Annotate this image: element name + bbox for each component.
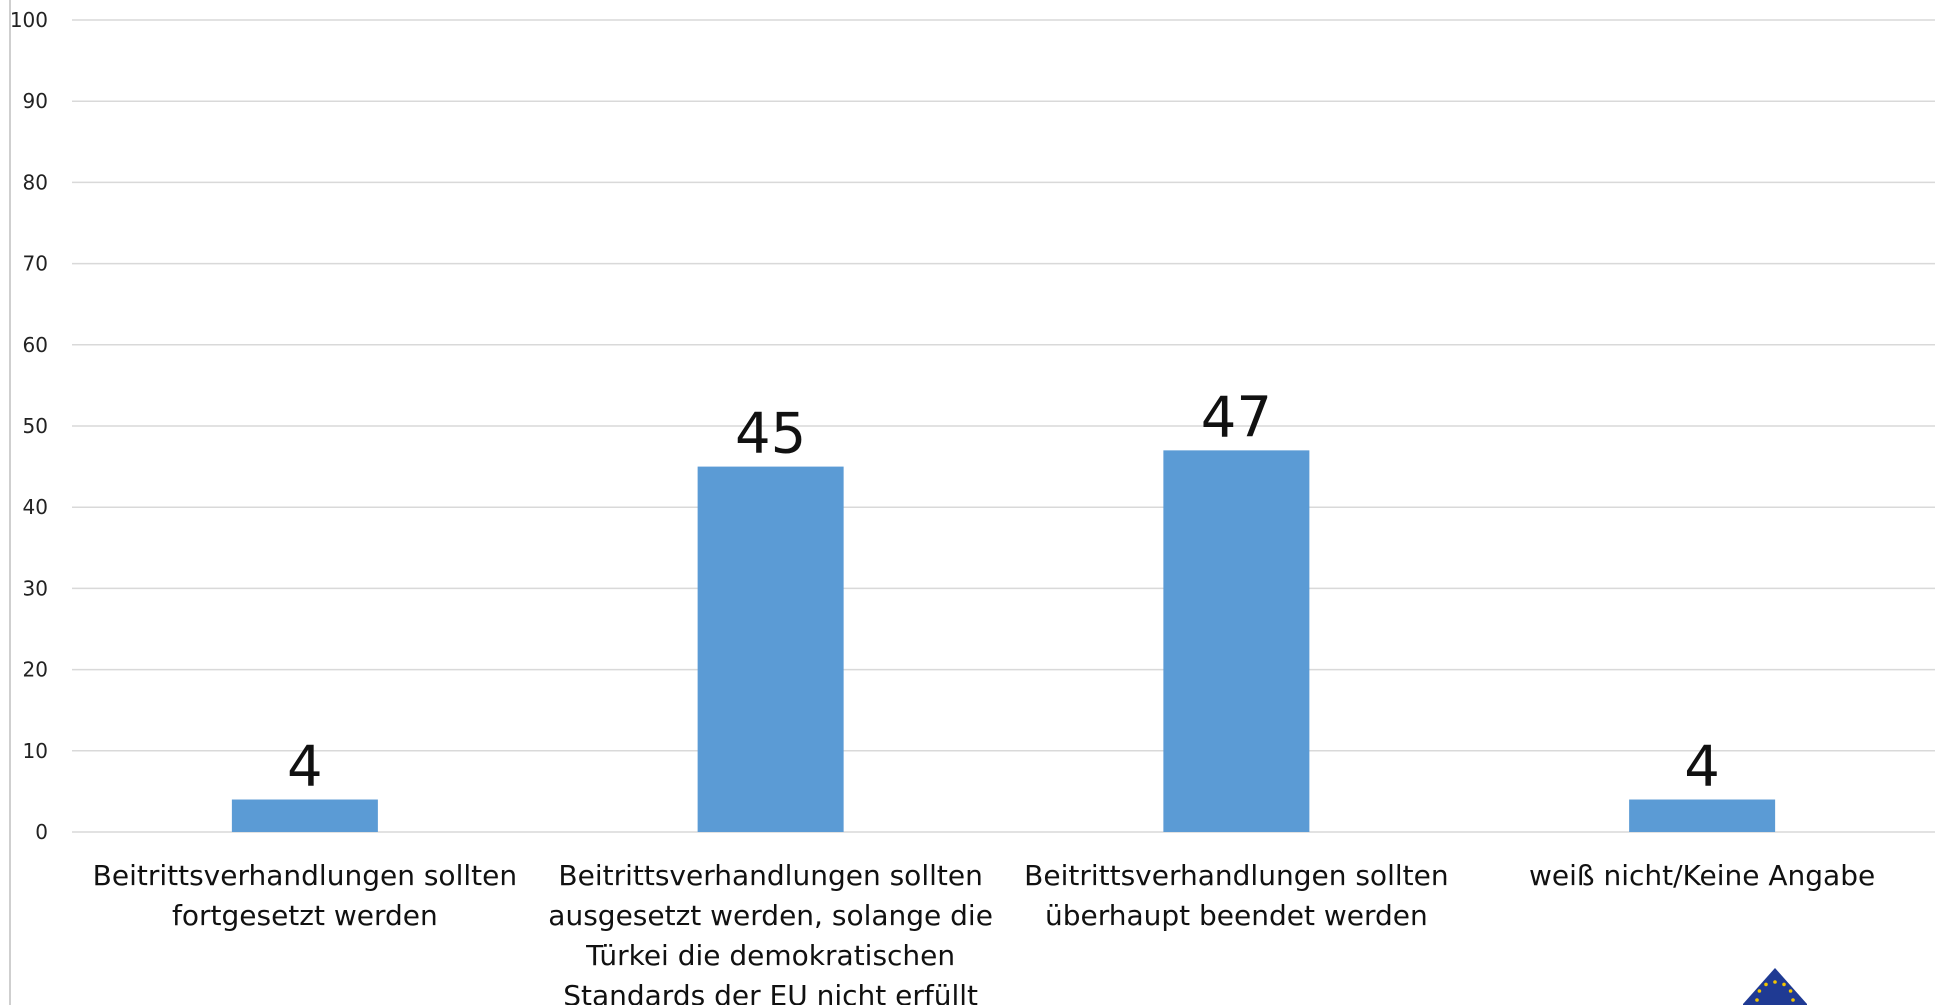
- data-label: 45: [735, 402, 806, 467]
- data-label: 4: [1684, 735, 1720, 800]
- eu-star: [1791, 998, 1795, 1002]
- y-tick-label: 80: [23, 170, 48, 194]
- category-label: weiß nicht/Keine Angabe: [1529, 859, 1875, 892]
- y-tick-label: 50: [23, 414, 48, 438]
- y-tick-label: 90: [23, 89, 48, 113]
- y-tick-label: 10: [23, 739, 48, 763]
- y-tick-label: 0: [35, 820, 48, 844]
- eu-flag-icon: [1743, 968, 1807, 1005]
- eu-star: [1773, 980, 1777, 984]
- eu-star: [1788, 989, 1793, 993]
- eu-star: [1782, 982, 1786, 987]
- category-label: Beitrittsverhandlungen sollten fortgesetz…: [93, 859, 517, 932]
- y-tick-label: 30: [23, 576, 48, 600]
- y-tick-label: 70: [23, 252, 48, 276]
- y-tick-label: 40: [23, 495, 48, 519]
- bar: [1629, 799, 1776, 832]
- bar: [1163, 450, 1310, 832]
- y-tick-label: 60: [23, 333, 48, 357]
- eu-star: [1764, 982, 1768, 987]
- labels-layer: 4 Beitrittsverhandlungen sollten fortgeset…: [93, 385, 1876, 1005]
- category-label: Beitrittsverhandlungen sollten überhaupt …: [1024, 859, 1448, 932]
- grid-layer: [72, 19, 1935, 833]
- eu-star: [1755, 998, 1759, 1002]
- category-label: Beitrittsverhandlungen sollten ausgesetzt…: [548, 859, 993, 1005]
- eu-flag-field: [1743, 968, 1807, 1005]
- bar: [697, 466, 844, 832]
- data-label: 47: [1201, 385, 1272, 450]
- y-tick-label: 20: [23, 658, 48, 682]
- axis-layer: 0 10 20 30 40 50 60 70 80 90 100: [9, 0, 48, 1005]
- bar: [231, 799, 378, 832]
- bars-layer: [231, 450, 1776, 832]
- y-tick-label: 100: [10, 8, 48, 32]
- eu-star: [1757, 989, 1762, 993]
- data-label: 4: [287, 735, 323, 800]
